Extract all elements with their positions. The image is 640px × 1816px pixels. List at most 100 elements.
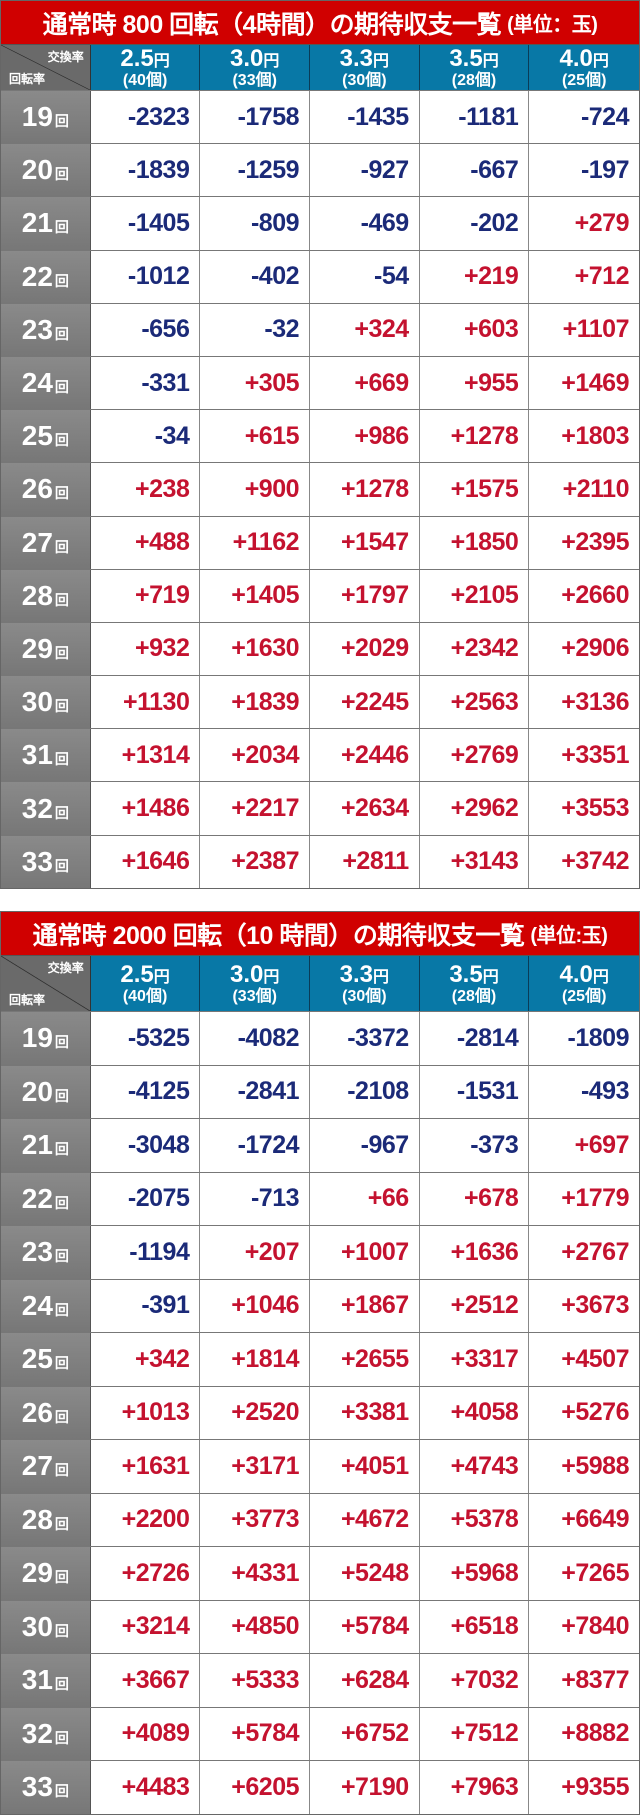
spin-unit: 回 [54,538,69,555]
value-cell: -32 [200,303,311,356]
value-cell: +4672 [310,1493,420,1546]
rate-unit: 円 [373,968,390,986]
spin-unit: 回 [54,379,69,396]
value-cell: +1130 [91,676,201,729]
value-cell: -2814 [420,1012,530,1065]
value-cell: +1107 [562,315,630,344]
table-row: 25 回 -34 +615 +986 +1278 +1803 [1,409,639,463]
balls-per-yen: (40個) [122,71,168,89]
value-cell: -34 [91,410,201,463]
rate-value: 2.5 [120,960,154,988]
table-row: 22 回 -1012 -402 -54 +219 +712 [1,249,639,303]
spin-unit: 回 [54,485,69,502]
table-row: 19 回 -5325 -4082 -3372 -2814 -1809 [1,1011,639,1065]
value-cell: -2323 [91,91,201,144]
column-header: 3.5円 (28個) [419,956,530,1011]
expected-balance-table-2000: 通常時 2000 回転（10 時間）の期待収支一覧 (単位:玉) 交換率 回転率 2.5… [0,911,640,1815]
value-cell: +1797 [310,569,420,622]
value-cell: +1278 [310,463,420,516]
value-cell: -1259 [200,144,311,197]
value-cell: +2029 [310,622,420,676]
spin-unit: 回 [54,1034,69,1051]
value-cell: +3143 [420,835,530,888]
table-row: 23 回 -656 -32 +324 +603 +1107 [1,302,639,356]
row-label: 28 回 [1,1493,91,1546]
rate: 2.5円 [91,46,200,71]
value-cell: +3553 [561,794,629,823]
balls-per-yen: (28個) [451,987,497,1005]
value-cell: +279 [574,208,630,237]
rate-value: 4.0 [559,44,593,72]
rate: 3.5円 [420,962,529,987]
table-row: 24 回 -331 +305 +669 +955 +1469 [1,355,639,410]
spin-rate-label: 回転率 [9,993,46,1007]
value-cell: +3171 [200,1440,311,1493]
value-cell: -402 [200,250,311,303]
spin-count: 27 [21,1450,53,1482]
row-label: 31 回 [1,1654,91,1707]
row-label: 23 回 [1,303,91,356]
value-cell: +5784 [200,1707,311,1760]
value-cell: -724 [580,102,630,131]
spin-unit: 回 [54,432,69,449]
value-cell: +4331 [200,1547,311,1600]
spin-count: 21 [21,207,53,239]
value-cell: +2906 [561,634,629,663]
unit-note: (単位:玉) [530,925,608,947]
rate: 2.5円 [91,960,200,988]
unit-note: (単位：玉) [507,14,598,36]
spin-unit: 回 [54,591,69,608]
row-label: 31 回 [1,729,91,782]
value-cell: +2342 [420,622,530,676]
table-row: 21 回 -1405 -809 -469 -202 +279 [1,196,639,250]
value-cell: +669 [310,356,420,410]
value-cell: +2034 [200,729,311,782]
spin-unit: 回 [54,644,69,661]
table-row: 31 回 +3667 +5333 +6284 +7032 +8377 [1,1653,639,1707]
value-cell: +2563 [420,676,530,729]
value-cell: +7032 [420,1654,530,1707]
value-cell: +2634 [310,782,420,835]
value-cell: +4850 [200,1600,311,1653]
row-label: 29 回 [1,1547,91,1600]
balls-per-yen: (30個) [342,987,387,1005]
value-cell: +7840 [561,1612,629,1641]
spin-count: 24 [21,367,53,399]
value-cell: -1758 [200,91,311,144]
title-text: 通常時 2000 回転（10 時間）の期待収支一覧 [32,921,525,950]
value-cell: +2660 [561,581,629,610]
row-label: 20 回 [1,1065,91,1118]
spin-count: 30 [21,686,53,718]
value-cell: +3136 [561,687,629,716]
rate-value: 4.0 [559,960,593,988]
value-cell: +5248 [310,1547,420,1600]
value-cell: +2105 [420,569,530,622]
value-cell: +955 [420,356,530,410]
column-header: 4.0円 (25個) [529,956,639,1011]
value-cell: +7190 [310,1761,420,1814]
spin-count: 25 [21,1343,53,1375]
value-cell: +6205 [200,1761,311,1814]
value-cell: -5325 [91,1012,201,1065]
rate: 3.5円 [420,46,529,71]
spin-count: 22 [21,1182,53,1214]
value-cell: +4507 [561,1344,629,1373]
value-cell: -713 [200,1172,311,1225]
expected-balance-table-800: 通常時 800 回転（4時間）の期待収支一覧 (単位：玉) 交換率 回転率 2.5円 (4… [0,0,640,889]
value-cell: +1046 [200,1279,311,1332]
value-cell: +932 [91,622,201,676]
spin-count: 31 [21,739,53,771]
row-label: 25 回 [1,410,91,463]
table-row: 24 回 -391 +1046 +1867 +2512 +3673 [1,1278,639,1332]
spin-count: 33 [21,845,53,877]
value-cell: -2108 [310,1065,420,1118]
table-row: 33 回 +4483 +6205 +7190 +7963 +9355 [1,1760,639,1814]
table-row: 21 回 -3048 -1724 -967 -373 +697 [1,1118,639,1172]
row-label: 24 回 [1,356,91,410]
value-cell: +6518 [420,1600,530,1653]
value-cell: +900 [200,463,311,516]
value-cell: +2769 [420,729,530,782]
column-header: 2.5円 (40個) [90,956,201,1011]
value-cell: -1724 [200,1119,311,1172]
spin-count: 23 [21,313,53,345]
